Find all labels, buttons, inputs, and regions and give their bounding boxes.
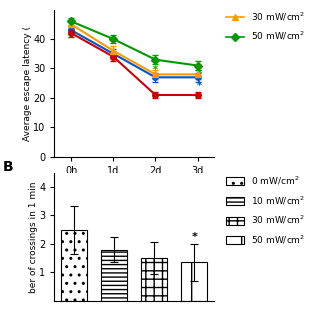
Bar — [141, 258, 167, 301]
Y-axis label: Average escape latency (: Average escape latency ( — [23, 26, 32, 141]
Y-axis label: ber of crossings in 1 min: ber of crossings in 1 min — [29, 181, 38, 292]
Text: *: * — [153, 65, 158, 75]
Bar — [181, 262, 207, 301]
X-axis label: Time after microwave exposure: Time after microwave exposure — [63, 179, 206, 188]
Legend: 30 mW/cm$^2$, 50 mW/cm$^2$: 30 mW/cm$^2$, 50 mW/cm$^2$ — [222, 7, 309, 46]
Text: *: * — [197, 81, 202, 91]
Text: *: * — [197, 69, 202, 79]
Text: *: * — [191, 232, 197, 242]
Legend: 0 mW/cm$^2$, 10 mW/cm$^2$, 30 mW/cm$^2$, 50 mW/cm$^2$: 0 mW/cm$^2$, 10 mW/cm$^2$, 30 mW/cm$^2$,… — [222, 171, 309, 249]
Text: *: * — [197, 63, 202, 74]
Bar — [101, 250, 127, 301]
Bar — [61, 230, 87, 301]
Text: B: B — [3, 160, 14, 174]
